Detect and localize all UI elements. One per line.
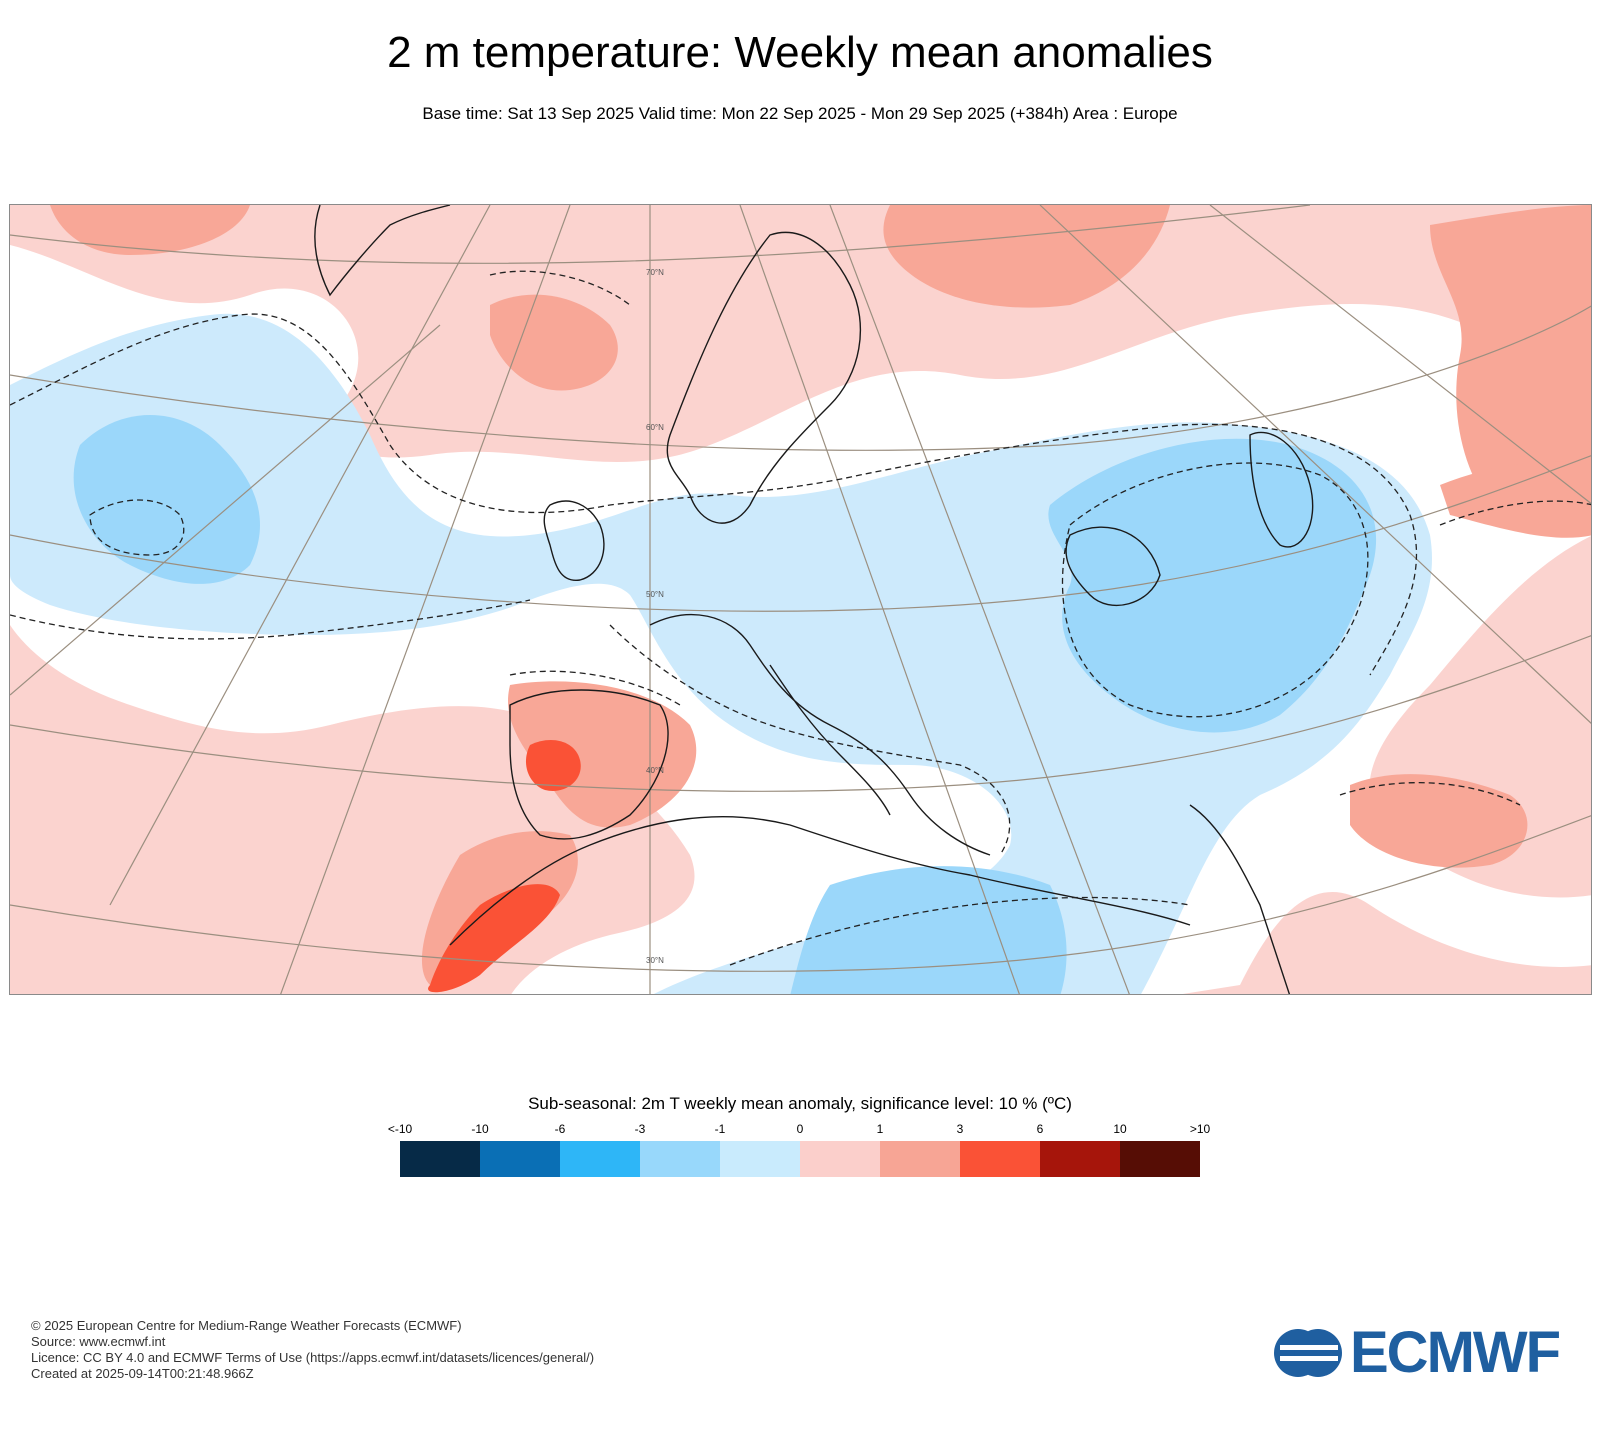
coast-greenland — [314, 205, 451, 297]
legend-label: 0 — [796, 1122, 804, 1136]
warm-patch-north — [883, 205, 1170, 308]
ecmwf-logo-text: ECMWF — [1350, 1320, 1561, 1385]
legend-swatch-4 — [720, 1141, 800, 1177]
legend-swatch-7 — [960, 1141, 1040, 1177]
ecmwf-logo-icon — [1274, 1329, 1342, 1377]
legend-label: -3 — [634, 1122, 646, 1136]
hot-spot-iberia — [525, 740, 581, 791]
legend-colorbar — [400, 1141, 1200, 1177]
graticule — [10, 205, 1591, 994]
footer-credits: © 2025 European Centre for Medium-Range … — [31, 1318, 594, 1382]
cool-core-africa — [790, 866, 1067, 994]
legend-swatch-6 — [880, 1141, 960, 1177]
lat-label-40: 40°N — [646, 766, 664, 775]
coast-caspian — [1249, 431, 1314, 548]
lat-label-30: 30°N — [646, 956, 664, 965]
warm-patch-kazakh — [1440, 461, 1591, 538]
legend-label: 10 — [1113, 1122, 1127, 1136]
coast-north-africa — [449, 816, 1191, 946]
coastlines — [314, 205, 1314, 994]
legend-label: -1 — [714, 1122, 726, 1136]
footer-licence: Licence: CC BY 4.0 and ECMWF Terms of Us… — [31, 1350, 595, 1365]
coast-black-sea — [1065, 526, 1161, 607]
footer-source: Source: www.ecmwf.int — [31, 1334, 166, 1349]
legend-swatch-9 — [1120, 1141, 1200, 1177]
map-canvas: 70°N 60°N 50°N 40°N 30°N — [10, 205, 1591, 994]
coast-britain — [543, 500, 605, 581]
legend-label: 3 — [956, 1122, 964, 1136]
legend-label: <-10 — [387, 1122, 413, 1136]
legend-swatch-3 — [640, 1141, 720, 1177]
legend-swatch-5 — [800, 1141, 880, 1177]
warm-patch-urals — [1430, 205, 1591, 531]
ecmwf-logo: ECMWF — [1272, 1324, 1572, 1382]
legend-label: -6 — [554, 1122, 566, 1136]
cool-anomaly-fill — [10, 313, 1432, 994]
legend-title: Sub-seasonal: 2m T weekly mean anomaly, … — [528, 1094, 1072, 1113]
coast-iberia — [509, 689, 669, 840]
hot-spot-morocco — [428, 884, 560, 993]
footer-created: Created at 2025-09-14T00:21:48.966Z — [31, 1366, 254, 1381]
cool-core-east — [1048, 438, 1377, 733]
footer-copyright: © 2025 European Centre for Medium-Range … — [31, 1318, 462, 1333]
coast-scandinavia — [666, 231, 862, 524]
cool-core-atlantic — [73, 415, 260, 584]
coast-central-south — [649, 613, 991, 856]
legend-swatch-1 — [480, 1141, 560, 1177]
anomaly-map: 70°N 60°N 50°N 40°N 30°N — [9, 204, 1592, 995]
legend-label: 6 — [1036, 1122, 1044, 1136]
lat-label-60: 60°N — [646, 423, 664, 432]
warm-patch-iceland — [490, 294, 618, 391]
lat-label-70: 70°N — [646, 268, 664, 277]
coast-red-sea — [1189, 804, 1291, 994]
page-title: 2 m temperature: Weekly mean anomalies — [387, 28, 1213, 77]
legend-label: 1 — [876, 1122, 884, 1136]
legend-label: >10 — [1189, 1122, 1211, 1136]
latitude-labels: 70°N 60°N 50°N 40°N 30°N — [646, 268, 664, 965]
legend-labels: <-10 -10 -6 -3 -1 0 1 3 6 10 >10 — [360, 1122, 1240, 1138]
coast-italy — [769, 664, 891, 816]
page-subtitle: Base time: Sat 13 Sep 2025 Valid time: M… — [422, 104, 1178, 123]
legend-swatch-2 — [560, 1141, 640, 1177]
legend-swatch-8 — [1040, 1141, 1120, 1177]
legend-swatch-0 — [400, 1141, 480, 1177]
legend-label: -10 — [471, 1122, 489, 1136]
lat-label-50: 50°N — [646, 590, 664, 599]
significance-contours — [10, 270, 1591, 966]
warm-patch-greenland-west — [50, 205, 250, 255]
warm-patch-middle-east — [1350, 774, 1528, 868]
